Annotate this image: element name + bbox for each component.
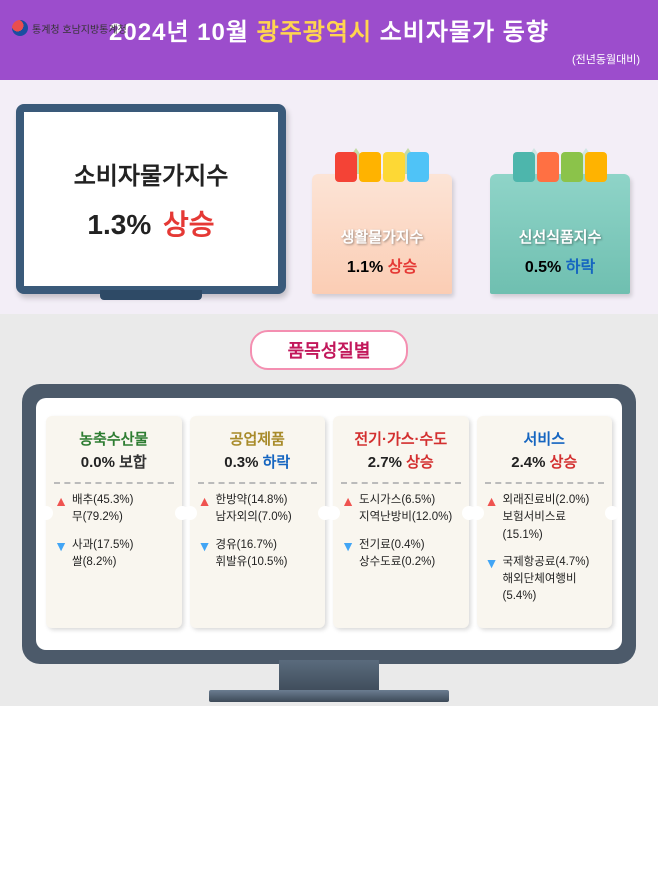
- main-index-pct: 1.3%: [87, 209, 151, 240]
- dashed-separator: [341, 482, 461, 484]
- food-icon: [359, 152, 381, 182]
- arrow-up-icon: ▲: [198, 494, 212, 508]
- food-icon: [513, 152, 535, 182]
- item-list: 외래진료비(2.0%)보험서비스료(15.1%): [503, 492, 605, 544]
- arrow-down-icon: ▼: [54, 539, 68, 553]
- living-index-label: 생활물가지수: [312, 226, 452, 247]
- fresh-index-block: 신선식품지수 0.5% 하락: [478, 148, 642, 294]
- falling-items: ▼ 사과(17.5%)쌀(8.2%): [54, 537, 174, 572]
- category-value: 0.3% 하락: [198, 451, 318, 472]
- card-header: 공업제품 0.3% 하락: [198, 428, 318, 472]
- hero-section: 통계청 호남지방통계청 소비자물가지수 1.3% 상승 생활물가지수 1.1% …: [0, 80, 658, 314]
- section-title-wrap: 품목성질별: [22, 330, 636, 370]
- category-direction: 상승: [550, 454, 578, 471]
- category-pct: 0.3%: [224, 454, 258, 471]
- arrow-up-icon: ▲: [341, 494, 355, 508]
- header-banner: 2024년 10월 광주광역시 소비자물가 동향 (전년동월대비): [0, 0, 658, 80]
- title-year: 2024년 10월: [109, 19, 249, 46]
- food-icon: [383, 152, 405, 182]
- category-section: 품목성질별 농축수산물 0.0% 보합 ▲ 배추(45.3%)무(79.2%) …: [0, 314, 658, 706]
- fresh-foods: [513, 152, 607, 182]
- food-icon: [407, 152, 429, 182]
- category-card: 전기·가스·수도 2.7% 상승 ▲ 도시가스(6.5%)지역난방비(12.0%…: [333, 416, 469, 628]
- living-foods: [335, 152, 429, 182]
- rising-items: ▲ 외래진료비(2.0%)보험서비스료(15.1%): [485, 492, 605, 544]
- dashed-separator: [198, 482, 318, 484]
- living-index-value: 1.1% 상승: [312, 253, 452, 277]
- falling-items: ▼ 전기료(0.4%)상수도료(0.2%): [341, 537, 461, 572]
- section-title: 품목성질별: [250, 330, 409, 370]
- category-name: 농축수산물: [54, 428, 174, 449]
- card-header: 농축수산물 0.0% 보합: [54, 428, 174, 472]
- main-index-direction: 상승: [163, 209, 215, 240]
- category-name: 공업제품: [198, 428, 318, 449]
- category-value: 0.0% 보합: [54, 451, 174, 472]
- category-card: 서비스 2.4% 상승 ▲ 외래진료비(2.0%)보험서비스료(15.1%) ▼…: [477, 416, 613, 628]
- category-value: 2.4% 상승: [485, 451, 605, 472]
- card-header: 서비스 2.4% 상승: [485, 428, 605, 472]
- monitor-stand: [279, 660, 379, 694]
- item-list: 전기료(0.4%)상수도료(0.2%): [359, 537, 435, 572]
- category-pct: 0.0%: [81, 454, 115, 471]
- food-icon: [335, 152, 357, 182]
- category-pct: 2.7%: [368, 454, 402, 471]
- living-index-block: 생활물가지수 1.1% 상승: [300, 148, 464, 294]
- rising-items: ▲ 배추(45.3%)무(79.2%): [54, 492, 174, 527]
- item-list: 도시가스(6.5%)지역난방비(12.0%): [359, 492, 452, 527]
- item-list: 한방약(14.8%)남자외의(7.0%): [216, 492, 292, 527]
- category-direction: 상승: [406, 454, 434, 471]
- food-icon: [585, 152, 607, 182]
- category-value: 2.7% 상승: [341, 451, 461, 472]
- item-list: 배추(45.3%)무(79.2%): [72, 492, 133, 527]
- item-list: 국제항공료(4.7%)해외단체여행비(5.4%): [503, 554, 605, 606]
- arrow-up-icon: ▲: [54, 494, 68, 508]
- main-index-value: 1.3% 상승: [87, 203, 214, 243]
- falling-items: ▼ 경유(16.7%)휘발유(10.5%): [198, 537, 318, 572]
- category-card: 농축수산물 0.0% 보합 ▲ 배추(45.3%)무(79.2%) ▼ 사과(1…: [46, 416, 182, 628]
- food-icon: [561, 152, 583, 182]
- arrow-up-icon: ▲: [485, 494, 499, 508]
- item-list: 경유(16.7%)휘발유(10.5%): [216, 537, 288, 572]
- falling-items: ▼ 국제항공료(4.7%)해외단체여행비(5.4%): [485, 554, 605, 606]
- title-region: 광주광역시: [257, 19, 372, 46]
- card-header: 전기·가스·수도 2.7% 상승: [341, 428, 461, 472]
- fresh-index-label: 신선식품지수: [490, 226, 630, 247]
- food-icon: [537, 152, 559, 182]
- living-bag: 생활물가지수 1.1% 상승: [312, 174, 452, 294]
- category-name: 전기·가스·수도: [341, 428, 461, 449]
- category-card: 공업제품 0.3% 하락 ▲ 한방약(14.8%)남자외의(7.0%) ▼ 경유…: [190, 416, 326, 628]
- fresh-index-value: 0.5% 하락: [490, 253, 630, 277]
- arrow-down-icon: ▼: [341, 539, 355, 553]
- living-direction: 상승: [388, 259, 417, 276]
- category-direction: 하락: [263, 454, 291, 471]
- logo-icon: [12, 20, 28, 36]
- dashed-separator: [485, 482, 605, 484]
- category-name: 서비스: [485, 428, 605, 449]
- fresh-direction: 하락: [566, 259, 595, 276]
- agency-logo: 통계청 호남지방통계청: [12, 20, 127, 36]
- arrow-down-icon: ▼: [198, 539, 212, 553]
- dashed-separator: [54, 482, 174, 484]
- agency-name: 통계청 호남지방통계청: [32, 21, 127, 36]
- category-pct: 2.4%: [511, 454, 545, 471]
- main-index-board: 소비자물가지수 1.3% 상승: [16, 104, 286, 294]
- arrow-down-icon: ▼: [485, 556, 499, 570]
- living-pct: 1.1%: [347, 259, 383, 276]
- item-list: 사과(17.5%)쌀(8.2%): [72, 537, 133, 572]
- monitor-frame: 농축수산물 0.0% 보합 ▲ 배추(45.3%)무(79.2%) ▼ 사과(1…: [22, 384, 636, 664]
- title-subject: 소비자물가 동향: [380, 19, 549, 46]
- category-cards: 농축수산물 0.0% 보합 ▲ 배추(45.3%)무(79.2%) ▼ 사과(1…: [36, 398, 622, 650]
- fresh-bag: 신선식품지수 0.5% 하락: [490, 174, 630, 294]
- rising-items: ▲ 도시가스(6.5%)지역난방비(12.0%): [341, 492, 461, 527]
- main-index-label: 소비자물가지수: [74, 156, 229, 191]
- fresh-pct: 0.5%: [525, 259, 561, 276]
- title-subtitle: (전년동월대비): [0, 51, 658, 67]
- rising-items: ▲ 한방약(14.8%)남자외의(7.0%): [198, 492, 318, 527]
- category-direction: 보합: [119, 454, 147, 471]
